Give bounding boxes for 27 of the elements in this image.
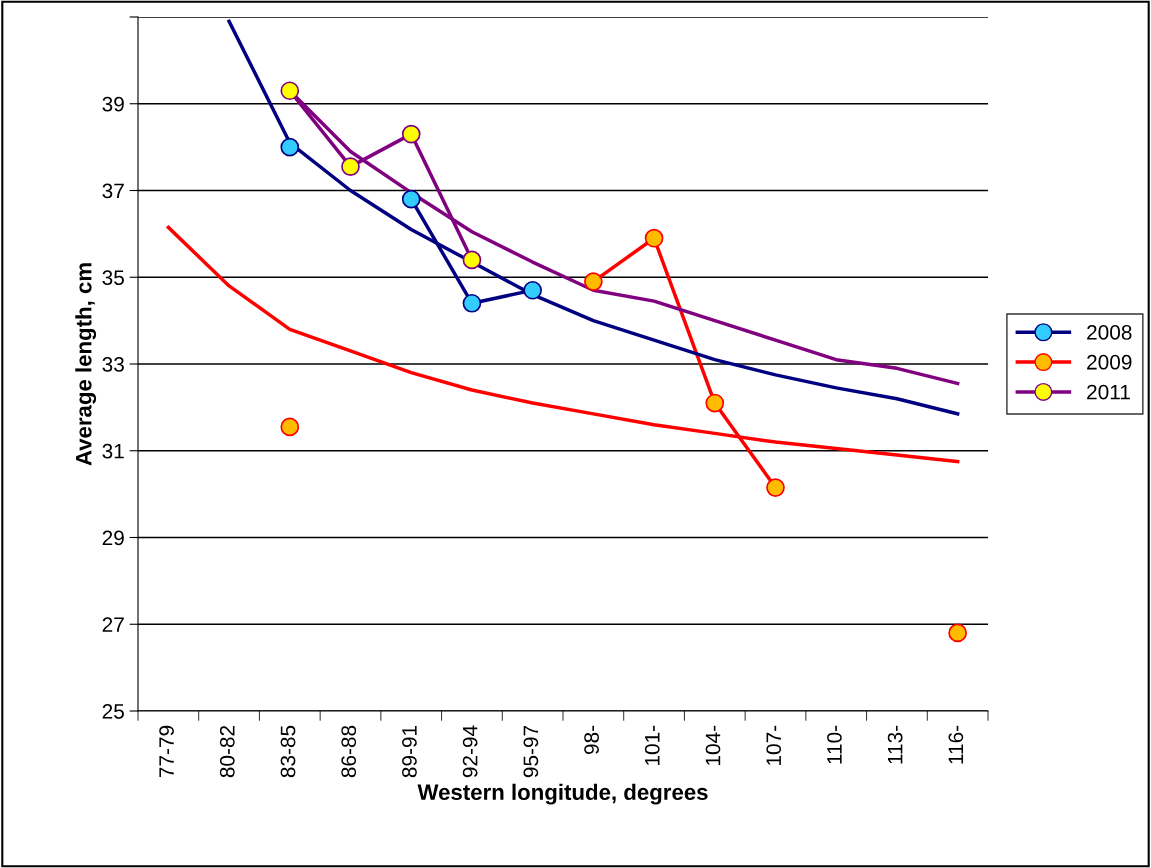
x-tick-label: 77-79	[159, 725, 174, 778]
legend-label: 2011	[1087, 384, 1130, 400]
x-tick-label: 80-82	[219, 725, 235, 778]
x-tick-label: 95-97	[523, 725, 539, 778]
y-tick-label: 29	[102, 530, 124, 546]
x-tick-label: 98-	[584, 725, 599, 755]
y-tick-label: 37	[102, 183, 124, 199]
y-tick-label: 25	[102, 704, 124, 719]
y-tick-label: 39	[102, 96, 124, 112]
y-tick-label: 35	[102, 270, 124, 285]
y-tick-label: 33	[102, 357, 124, 372]
x-tick-label: 89-91	[402, 725, 417, 778]
x-tick-label: 92-94	[462, 725, 478, 778]
x-tick-label: 83-85	[280, 725, 296, 778]
y-tick-label: 27	[102, 617, 124, 632]
x-tick-label: 107-	[766, 725, 782, 765]
x-tick-label: 86-88	[341, 725, 357, 778]
x-axis-title: Western longitude, degrees	[417, 783, 708, 805]
x-tick-label: 110-	[827, 725, 842, 764]
x-tick-label: 116-	[948, 725, 964, 764]
x-tick-label: 113-	[887, 725, 903, 764]
x-tick-label: 104-	[705, 725, 721, 765]
y-axis-title: Average length, cm	[75, 263, 97, 466]
y-tick-label: 31	[102, 443, 124, 459]
legend-label: 2009	[1087, 354, 1132, 370]
legend-label: 2008	[1087, 325, 1132, 340]
x-tick-label: 101-	[644, 725, 660, 765]
